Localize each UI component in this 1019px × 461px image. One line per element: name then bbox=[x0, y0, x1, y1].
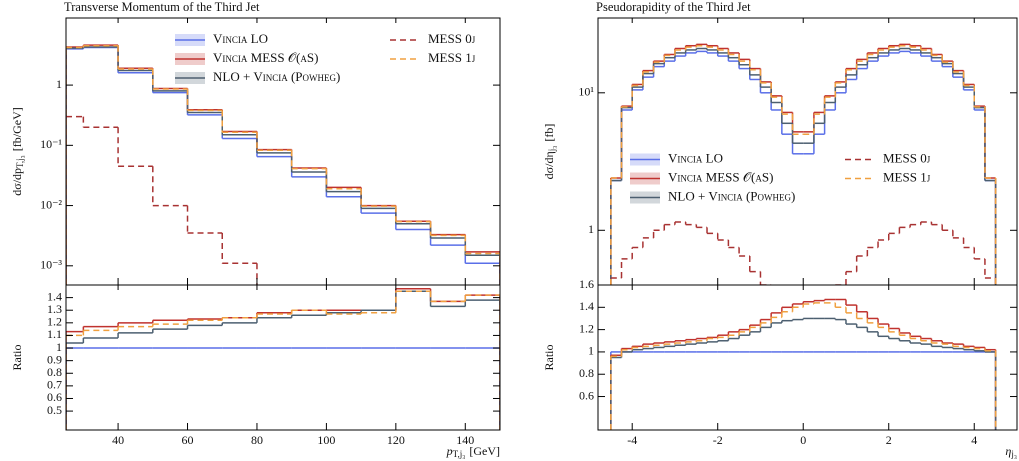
y-axis-label: dσ/dpT,j₃ [fb/GeV] bbox=[10, 107, 25, 196]
x-label-unit: [GeV] bbox=[469, 444, 500, 458]
x-axis-label: pT,j₃ [GeV] bbox=[446, 444, 500, 459]
y-axis-label: Ratio bbox=[10, 345, 24, 371]
y-tick-label: 1.4 bbox=[579, 299, 594, 313]
y-axis-label: dσ/dηj₃ [fb] bbox=[542, 124, 557, 180]
legend-label: NLO + Vincia (Powheg) bbox=[668, 188, 795, 203]
x-tick-label: 120 bbox=[387, 433, 405, 447]
legend-label: NLO + Vincia (Powheg) bbox=[213, 69, 340, 84]
axes-frame bbox=[65, 284, 501, 431]
y-tick-label: 1.1 bbox=[47, 327, 62, 341]
y-tick-label: 1.6 bbox=[579, 277, 594, 291]
x-tick-label: 100 bbox=[317, 433, 335, 447]
y-label-symbol: dσ/dp bbox=[10, 168, 24, 196]
legend-label: MESS 1j bbox=[883, 169, 931, 184]
y-tick-label: 10⁻¹ bbox=[40, 137, 62, 151]
legend-label: MESS 1j bbox=[428, 50, 476, 65]
legend-label: Vincia MESS 𝒪(αS) bbox=[213, 50, 318, 65]
y-tick-label: 1 bbox=[588, 344, 594, 358]
legend-label: Vincia LO bbox=[668, 150, 723, 165]
x-label-symbol: p bbox=[446, 444, 453, 458]
x-tick-label: 2 bbox=[886, 433, 892, 447]
y-label-unit: [fb/GeV] bbox=[10, 107, 24, 151]
x-label-subscript: j₃ bbox=[1010, 449, 1017, 459]
y-tick-label: 0.6 bbox=[579, 388, 594, 402]
y-axis-label: Ratio bbox=[542, 345, 556, 371]
legend-label: Vincia LO bbox=[213, 31, 268, 46]
axes-frame bbox=[597, 17, 1018, 286]
x-tick-label: 60 bbox=[182, 433, 194, 447]
y-tick-label: 10¹ bbox=[578, 85, 594, 99]
y-label-symbol: dσ/dη bbox=[542, 151, 556, 179]
x-tick-label: 140 bbox=[456, 433, 474, 447]
plot-area bbox=[66, 44, 500, 285]
y-tick-label: 0.6 bbox=[47, 390, 62, 404]
x-tick-label: 40 bbox=[112, 433, 124, 447]
plot-area bbox=[610, 298, 997, 430]
plot-area bbox=[610, 43, 997, 285]
y-tick-label: 1 bbox=[56, 340, 62, 354]
y-tick-label: 0.5 bbox=[47, 403, 62, 417]
y-tick-label: 10⁻² bbox=[40, 197, 62, 211]
legend-label: MESS 0j bbox=[883, 150, 931, 165]
y-label-subscript: T,j₃ bbox=[15, 155, 25, 168]
y-tick-label: 1.4 bbox=[47, 289, 62, 303]
y-tick-label: 0.8 bbox=[579, 366, 594, 380]
x-tick-label: 80 bbox=[251, 433, 263, 447]
x-tick-label: -2 bbox=[713, 433, 723, 447]
legend-label: MESS 0j bbox=[428, 31, 476, 46]
legend-label: Vincia MESS 𝒪(αS) bbox=[668, 169, 773, 184]
x-axis-label: ηj₃ bbox=[1005, 444, 1017, 459]
y-tick-label: 0.9 bbox=[47, 352, 62, 366]
x-label-symbol: η bbox=[1005, 444, 1011, 458]
axes-frame bbox=[597, 284, 1018, 431]
x-label-subscript: T,j₃ bbox=[453, 449, 466, 459]
y-tick-label: 0.7 bbox=[47, 378, 62, 392]
y-tick-label: 1.2 bbox=[579, 321, 594, 335]
y-label-unit: [fb] bbox=[542, 124, 556, 142]
y-label-subscript: j₃ bbox=[547, 146, 557, 153]
panel-title: Pseudorapidity of the Third Jet bbox=[596, 0, 751, 14]
x-tick-label: -4 bbox=[627, 433, 637, 447]
x-tick-label: 0 bbox=[800, 433, 806, 447]
panel-title: Transverse Momentum of the Third Jet bbox=[64, 0, 260, 14]
y-tick-label: 1.3 bbox=[47, 302, 62, 316]
x-tick-label: 4 bbox=[971, 433, 977, 447]
y-tick-label: 1 bbox=[56, 77, 62, 91]
y-tick-label: 10⁻³ bbox=[40, 258, 62, 272]
y-tick-label: 1.2 bbox=[47, 315, 62, 329]
plot-area bbox=[66, 288, 500, 430]
y-tick-label: 0.8 bbox=[47, 365, 62, 379]
y-tick-label: 1 bbox=[588, 222, 594, 236]
